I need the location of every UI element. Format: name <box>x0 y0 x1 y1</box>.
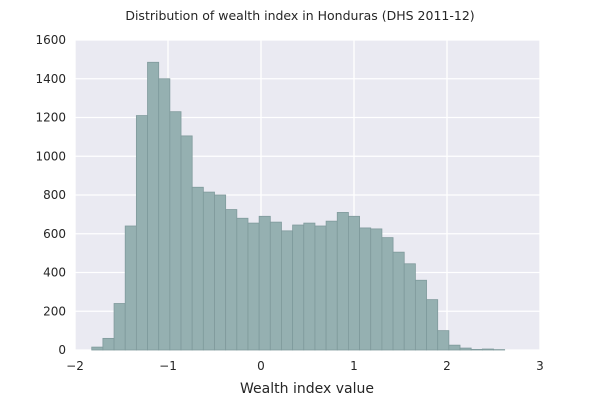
y-tick-label: 1600 <box>35 33 66 47</box>
histogram-bar <box>481 348 494 351</box>
y-tick-label: 1400 <box>35 72 66 86</box>
histogram-bar <box>314 225 327 351</box>
histogram-bar <box>191 186 204 351</box>
y-tick-label: 1000 <box>35 149 66 163</box>
histogram-bar <box>236 217 249 351</box>
histogram-bar <box>348 215 360 351</box>
histogram-bar <box>459 347 472 351</box>
x-tick-label: 1 <box>350 359 358 373</box>
y-tick-label: 400 <box>43 266 66 280</box>
histogram-bar <box>392 251 405 351</box>
x-tick-label: 3 <box>536 359 544 373</box>
chart-title: Distribution of wealth index in Honduras… <box>125 8 474 23</box>
histogram-bar <box>202 191 215 351</box>
histogram-bar <box>370 228 383 351</box>
histogram-bar <box>147 61 160 351</box>
histogram-bar <box>448 344 461 351</box>
histogram-bar <box>247 222 260 351</box>
histogram-bar <box>414 279 427 351</box>
x-tick-label: −2 <box>66 359 84 373</box>
histogram-bar <box>325 220 338 351</box>
histogram-bar <box>169 111 182 351</box>
histogram-bar <box>292 224 305 351</box>
histogram-bar <box>426 299 439 351</box>
histogram-bar <box>214 194 227 351</box>
histogram-bar <box>135 115 148 351</box>
histogram-bar <box>124 225 137 351</box>
x-tick-label: −1 <box>159 359 177 373</box>
y-tick-label: 800 <box>43 188 66 202</box>
histogram-bar <box>91 346 104 351</box>
histogram-bar <box>437 330 450 351</box>
histogram-bar <box>269 221 282 351</box>
histogram-bar <box>359 227 372 351</box>
histogram-bar <box>113 303 126 351</box>
x-tick-label: 2 <box>443 359 451 373</box>
histogram-bar <box>403 263 416 351</box>
histogram-bar <box>381 237 394 351</box>
histogram-bar <box>258 215 271 351</box>
bars <box>91 61 506 351</box>
histogram-bar <box>470 349 483 351</box>
x-axis-ticks: −2 −1 0 1 2 3 <box>66 359 544 373</box>
y-tick-label: 1200 <box>35 111 66 125</box>
x-tick-label: 0 <box>257 359 265 373</box>
histogram-bar <box>281 230 294 351</box>
x-axis-label: Wealth index value <box>240 381 374 397</box>
y-tick-label: 200 <box>43 304 66 318</box>
histogram-bar <box>225 209 238 351</box>
histogram-bar <box>102 337 115 351</box>
y-axis-ticks: 0 200 400 600 800 1000 1200 1400 1600 <box>35 33 66 357</box>
histogram-bar <box>180 135 193 351</box>
histogram-bar <box>158 78 171 351</box>
y-tick-label: 600 <box>43 227 66 241</box>
histogram-bar <box>303 222 316 351</box>
histogram-bar <box>336 212 349 351</box>
y-tick-label: 0 <box>58 343 66 357</box>
